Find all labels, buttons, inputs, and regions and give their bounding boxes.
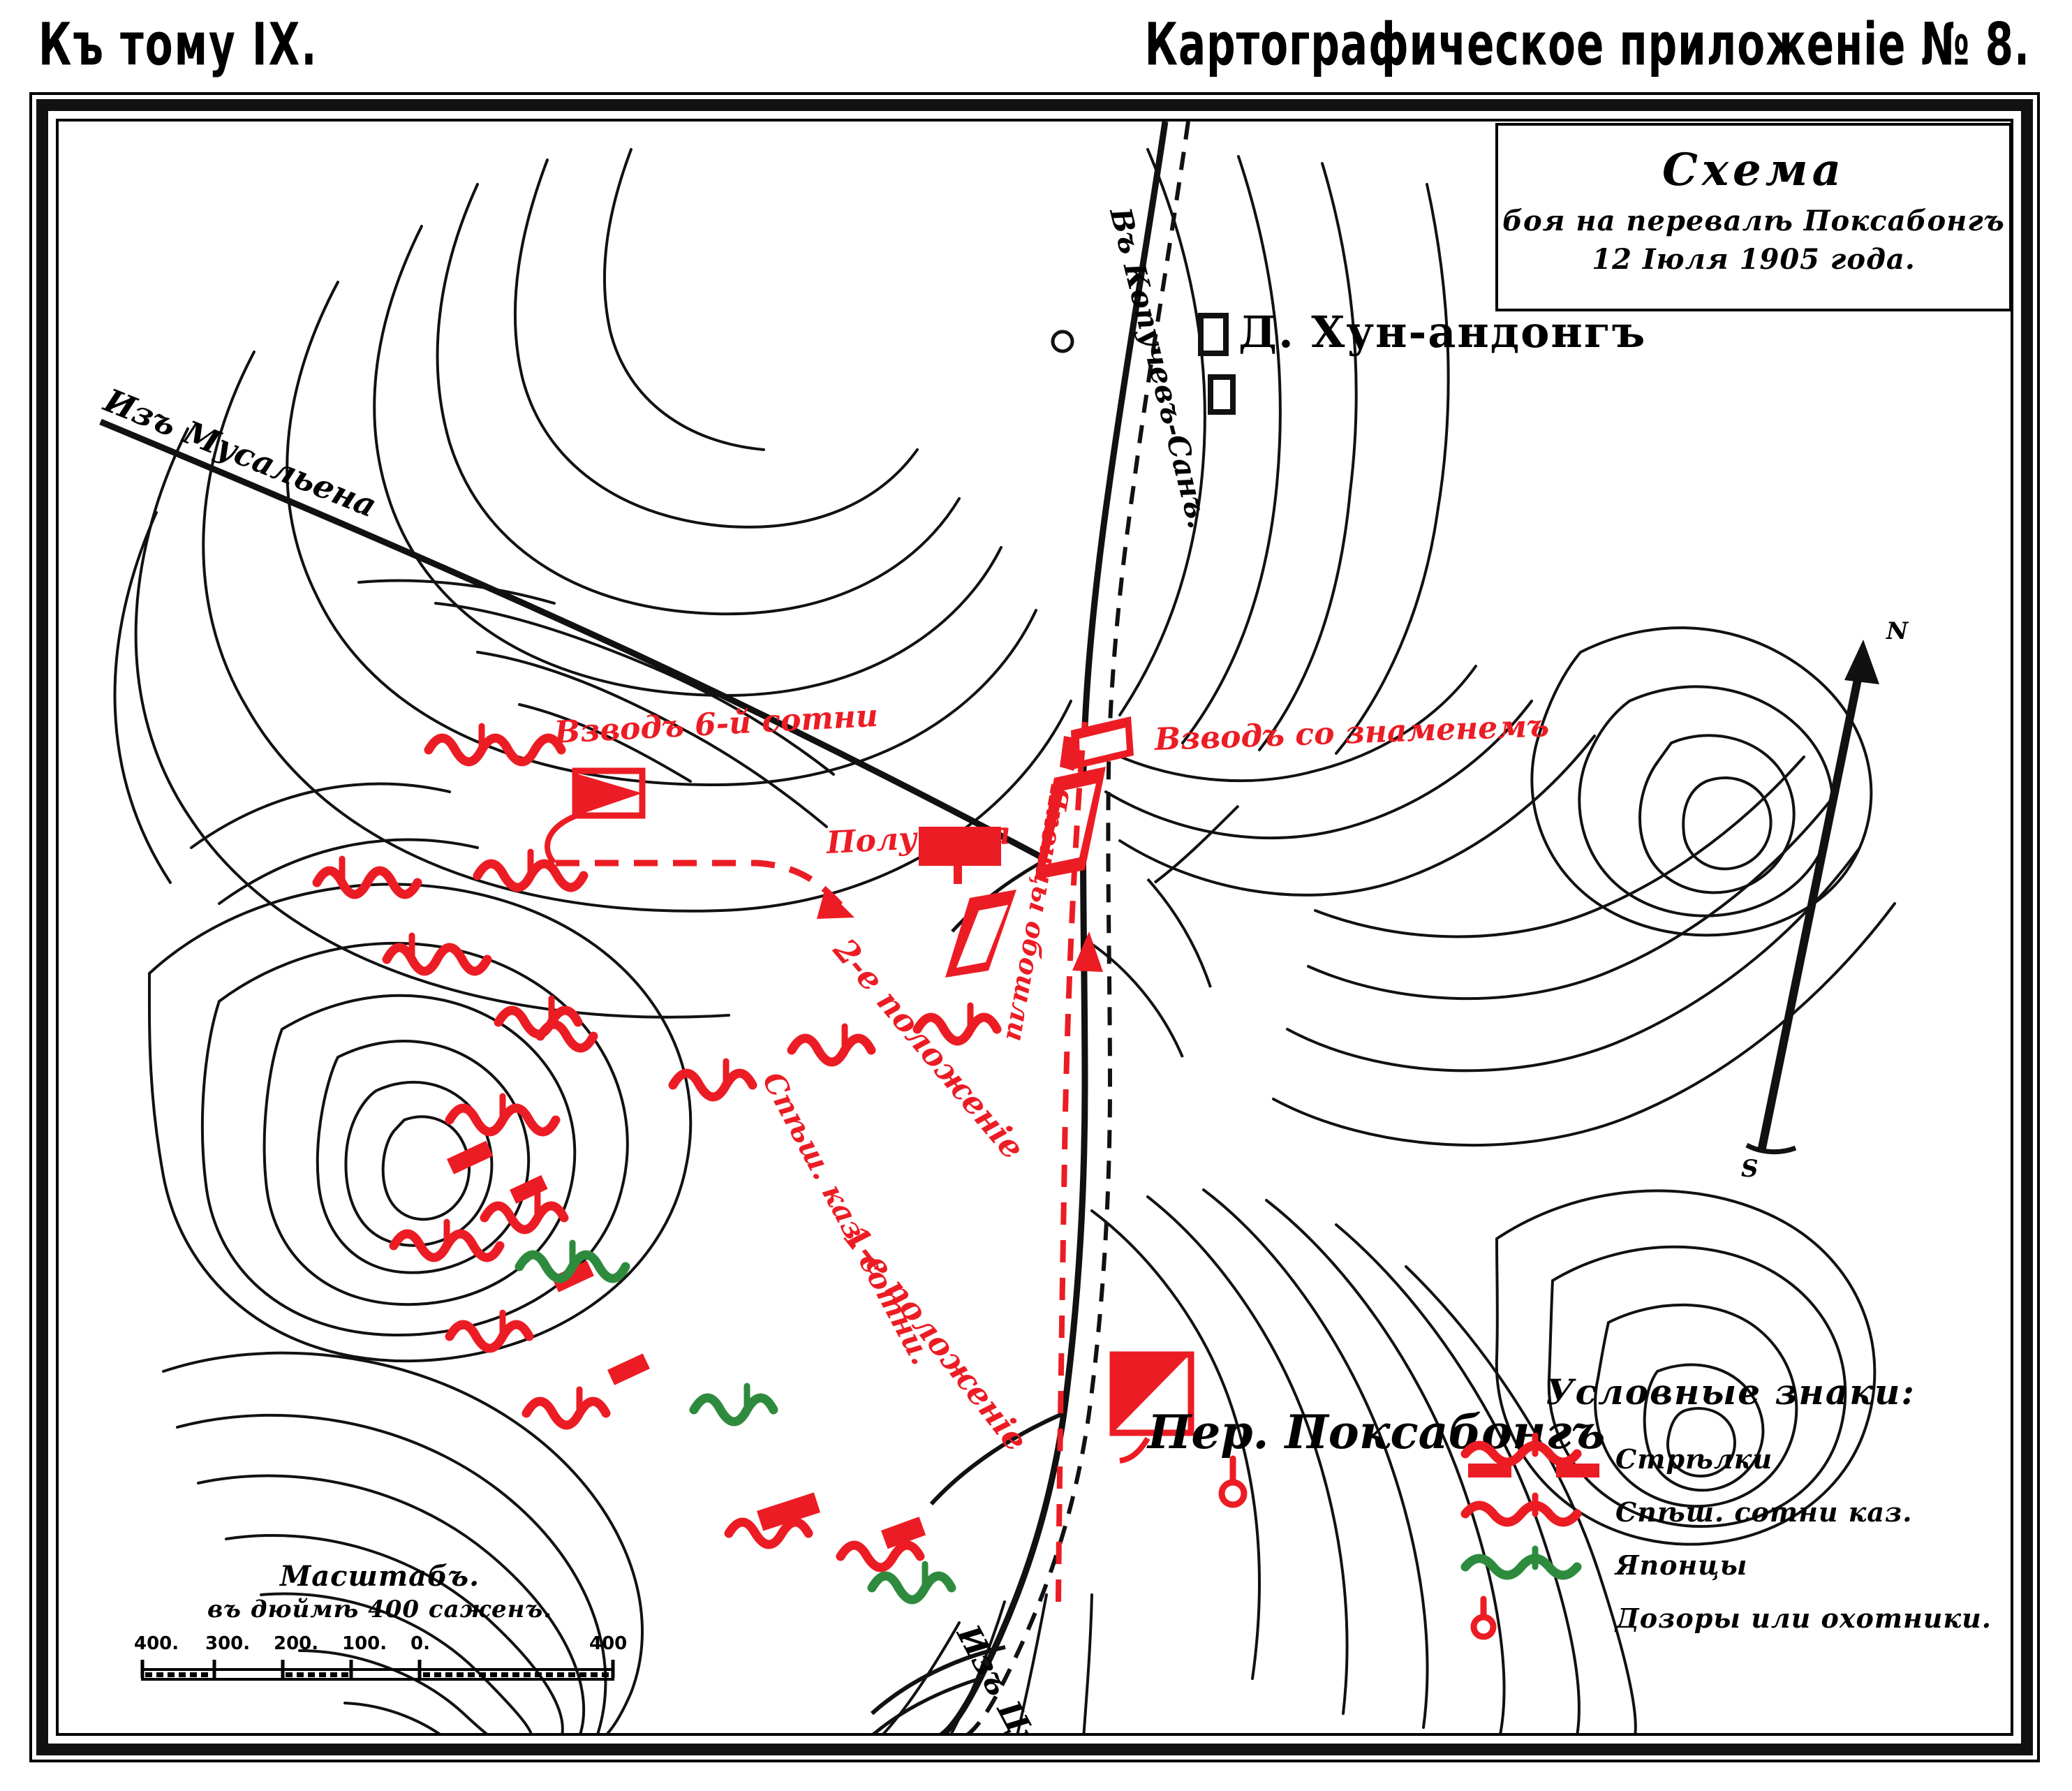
compass-south-letter: S [1741, 1155, 1759, 1183]
patrol-marker-on-map [1218, 1455, 1248, 1508]
page-header: Къ тому IX. Картографическое приложеніе … [0, 0, 2072, 82]
japanese-stems-green [569, 1239, 928, 1591]
scale-tick-100: 100. [342, 1633, 387, 1654]
scale-tick-300: 300. [205, 1633, 251, 1654]
title-cartouche: Схема боя на перевалѣ Поксабонгъ 12 Іюля… [1495, 123, 2011, 311]
stream-lines [1146, 804, 1240, 988]
unit-half-company [919, 827, 1016, 978]
scale-subtitle: въ дюймѣ 400 саженъ. [207, 1595, 553, 1623]
village-buildings [1198, 313, 1236, 415]
legend-title: Условные знаки: [1546, 1371, 1916, 1413]
legend-label-japanese: Японцы [1615, 1549, 1748, 1581]
title-date: 12 Іюля 1905 года. [1592, 243, 1916, 276]
scale-tick-labels: 400. 300. 200. 100. 0. 400 [134, 1633, 628, 1658]
scale-bar [140, 1660, 615, 1681]
legend-item-riflemen: Стрѣлки [1455, 1432, 2006, 1485]
scale-tick-400-right: 400 [589, 1633, 628, 1654]
dismounted-cossacks-zigzag-icon [1455, 1490, 1615, 1533]
riflemen-zigzag-blocks-icon [1455, 1433, 1615, 1484]
road-from-musalyen [99, 418, 1052, 864]
unit-platoon-6th-sotnia [545, 767, 854, 919]
title-subtitle: боя на перевалѣ Поксабонгъ [1502, 205, 2005, 237]
compass-north-letter: N [1886, 617, 1909, 645]
scale-block: Масштабъ. въ дюймѣ 400 саженъ. 400. 300.… [134, 1560, 628, 1689]
patrol-lollipop-icon [1455, 1593, 1615, 1642]
legend-item-dismounted-cossacks: Спѣш. сотни каз. [1455, 1485, 2006, 1538]
skirmisher-lines-red-lower [724, 1517, 925, 1572]
scale-title: Масштабъ. [279, 1560, 480, 1593]
unit-platoon-with-banner [1035, 716, 1134, 880]
legend-item-patrol: Дозоры или охотники. [1455, 1591, 2006, 1644]
skirmisher-stems-red [339, 723, 974, 1417]
unit-at-pass [1109, 1351, 1194, 1464]
legend-label-riflemen: Стрѣлки [1615, 1443, 1773, 1475]
map-frame-outer-rule [29, 92, 2040, 1762]
scale-tick-400-left: 400. [134, 1633, 179, 1654]
map-point-feature [1051, 330, 1074, 353]
map-drawing [99, 121, 1896, 1733]
skirmisher-lines-red [312, 733, 1002, 1430]
north-arrow [1745, 640, 1879, 1155]
legend-label-dismounted-cossacks: Спѣш. сотни каз. [1615, 1496, 1913, 1528]
unit-riflemen-blocks [446, 1140, 926, 1549]
map-canvas: Изъ Мусальена Въ Копучевъ-Санъ. Д. Хун-а… [56, 119, 2013, 1736]
title-main: Схема [1662, 144, 1846, 196]
red-advance-arrow [1056, 721, 1103, 1602]
appendix-label: Картографическое приложеніе № 8. [1144, 10, 2030, 79]
map-frame-thick-band [36, 99, 2033, 1755]
legend-label-patrol: Дозоры или охотники. [1615, 1602, 1992, 1634]
japanese-zigzag-icon [1455, 1543, 1615, 1586]
volume-label: Къ тому IX. [38, 10, 318, 79]
scale-tick-200: 200. [274, 1633, 319, 1654]
label-village-hun-andong: Д. Хун-андонгъ [1238, 307, 1647, 358]
legend-item-japanese: Японцы [1455, 1538, 2006, 1591]
scale-tick-0: 0. [410, 1633, 430, 1654]
legend-block: Условные знаки: Стрѣлки Спѣш. сотни каз. [1455, 1371, 2006, 1644]
